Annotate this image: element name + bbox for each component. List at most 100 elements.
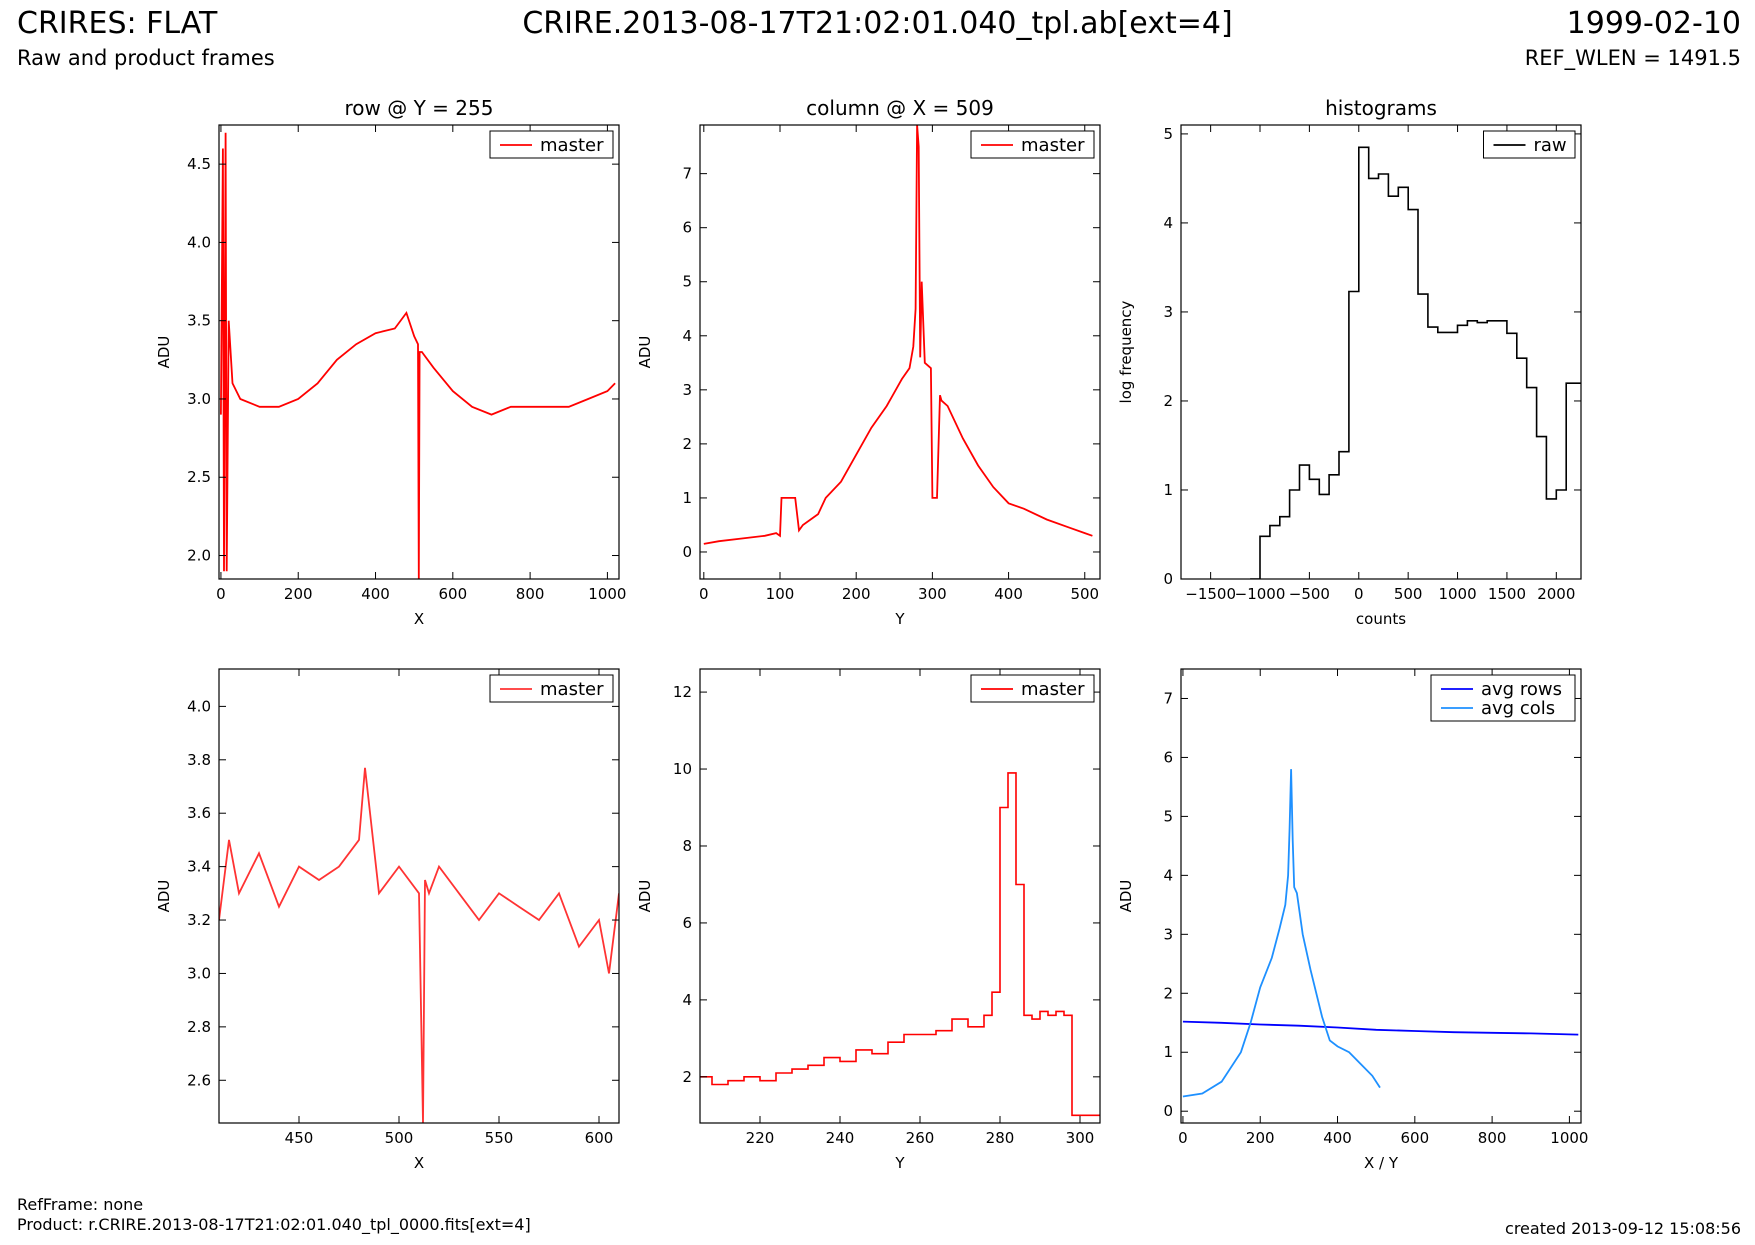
- series-averages-1: [1182, 769, 1381, 1098]
- xtick-label-histograms-2: −500: [1289, 585, 1330, 603]
- legend-row-zoom: [489, 674, 614, 703]
- xtick-label-row-3: 600: [438, 585, 467, 603]
- series-column-0: [703, 125, 1093, 545]
- xtick-label-column-3: 300: [918, 585, 947, 603]
- ytick-label-averages-5: 5: [1163, 807, 1173, 825]
- panel-histograms: −1500−1000 −500 0 500 1000 1500 2000 0 1 2 3 4 5 hist…: [1117, 96, 1582, 628]
- frame-row: [218, 124, 620, 580]
- ytick-label-column-1: 1: [682, 489, 692, 507]
- ytick-label-row-zoom-0: 2.6: [187, 1071, 211, 1089]
- ytick-label-row-1: 2.5: [187, 468, 211, 486]
- ytick-label-row-zoom-6: 3.8: [187, 751, 211, 769]
- ytick-label-averages-3: 3: [1163, 925, 1173, 943]
- ytick-label-histograms-3: 3: [1163, 303, 1173, 321]
- xtick-label-column-2: 200: [842, 585, 871, 603]
- series-row-zoom-0: [219, 767, 619, 1123]
- frame-row-zoom: [218, 668, 620, 1124]
- ytick-label-row-zoom-1: 2.8: [187, 1018, 211, 1036]
- report-title: CRIRES: FLAT: [17, 6, 218, 41]
- xtick-label-averages-1: 200: [1246, 1129, 1275, 1147]
- xtick-label-row-zoom-1: 500: [385, 1129, 414, 1147]
- ytick-label-histograms-1: 1: [1163, 481, 1173, 499]
- xtick-label-histograms-6: 1500: [1488, 585, 1526, 603]
- xtick-label-histograms-5: 1000: [1438, 585, 1476, 603]
- legend-label-column-zoom-0: master: [1021, 679, 1085, 700]
- xtick-label-column-1: 100: [766, 585, 795, 603]
- panel-column-zoom: 220 240 260 280 300 2 4 6 8 10 12 Y ADU master: [636, 668, 1101, 1172]
- xtick-label-column-zoom-1: 240: [826, 1129, 855, 1147]
- xtick-label-histograms-3: 0: [1354, 585, 1364, 603]
- ytick-label-averages-6: 6: [1163, 748, 1173, 766]
- ytick-label-row-zoom-5: 3.6: [187, 804, 211, 822]
- panel-column: 0 100 200 300 400 500 0 1 2 3 4 5 6 7 column @ X = 509…: [636, 96, 1101, 628]
- xtick-label-row-0: 0: [216, 585, 226, 603]
- ylabel-row-zoom: ADU: [155, 880, 173, 913]
- xtick-label-row-5: 1000: [588, 585, 626, 603]
- ytick-label-averages-1: 1: [1163, 1043, 1173, 1061]
- title-row: row @ Y = 255: [345, 96, 494, 120]
- ytick-label-histograms-2: 2: [1163, 392, 1173, 410]
- ytick-label-column-zoom-3: 8: [682, 837, 692, 855]
- ytick-label-column-5: 5: [682, 273, 692, 291]
- xtick-label-averages-3: 600: [1400, 1129, 1429, 1147]
- series-column-zoom-0: [700, 772, 1100, 1117]
- ytick-label-averages-4: 4: [1163, 866, 1173, 884]
- ytick-label-row-zoom-3: 3.2: [187, 911, 211, 929]
- xtick-label-histograms-1: −1000: [1235, 585, 1286, 603]
- xlabel-row: X: [414, 610, 424, 628]
- ylabel-row: ADU: [155, 336, 173, 369]
- legend-label-averages-1: avg cols: [1481, 698, 1555, 719]
- xlabel-averages: X / Y: [1364, 1154, 1399, 1172]
- ytick-label-row-zoom-7: 4.0: [187, 697, 211, 715]
- xtick-label-row-zoom-2: 550: [485, 1129, 514, 1147]
- ytick-label-column-2: 2: [682, 435, 692, 453]
- xtick-label-averages-4: 800: [1478, 1129, 1507, 1147]
- created-label: created 2013-09-12 15:08:56: [1505, 1219, 1741, 1238]
- ytick-label-row-0: 2.0: [187, 547, 211, 565]
- ytick-label-averages-0: 0: [1163, 1102, 1173, 1120]
- ytick-label-column-zoom-2: 6: [682, 914, 692, 932]
- title-histograms: histograms: [1325, 96, 1437, 120]
- ytick-label-histograms-4: 4: [1163, 214, 1173, 232]
- xtick-label-column-zoom-3: 280: [986, 1129, 1015, 1147]
- xlabel-column: Y: [894, 610, 905, 628]
- xtick-label-row-1: 200: [284, 585, 313, 603]
- obs-date: 1999-02-10: [1566, 6, 1741, 41]
- xtick-label-column-4: 400: [994, 585, 1023, 603]
- ytick-label-averages-2: 2: [1163, 984, 1173, 1002]
- xtick-label-averages-5: 1000: [1550, 1129, 1588, 1147]
- frame-column: [699, 124, 1101, 580]
- ytick-label-row-zoom-4: 3.4: [187, 858, 211, 876]
- report-subtitle: Raw and product frames: [17, 46, 275, 70]
- frame-column-zoom: [699, 668, 1101, 1124]
- frame-histograms: [1180, 124, 1582, 580]
- xlabel-column-zoom: Y: [894, 1154, 905, 1172]
- xtick-label-averages-0: 0: [1178, 1129, 1188, 1147]
- ytick-label-row-5: 4.5: [187, 155, 211, 173]
- series-histograms-0: [1250, 146, 1581, 579]
- ytick-label-row-2: 3.0: [187, 390, 211, 408]
- ytick-label-row-4: 4.0: [187, 233, 211, 251]
- ylabel-histograms: log frequency: [1117, 300, 1135, 403]
- ytick-label-column-zoom-4: 10: [673, 760, 692, 778]
- ref-wlen: REF_WLEN = 1491.5: [1524, 46, 1741, 70]
- ytick-label-column-4: 4: [682, 327, 692, 345]
- ylabel-column: ADU: [636, 336, 654, 369]
- xtick-label-histograms-4: 500: [1394, 585, 1423, 603]
- ylabel-averages: ADU: [1117, 880, 1135, 913]
- legend-label-histograms-0: raw: [1534, 135, 1567, 156]
- ytick-label-histograms-0: 0: [1163, 570, 1173, 588]
- panel-row-zoom: 450 500 550 600 2.6 2.8 3.0 3.2 3.4 3.6 3.8 4.0 X ADU…: [155, 668, 620, 1172]
- refframe-label: RefFrame: none: [17, 1195, 144, 1214]
- ylabel-column-zoom: ADU: [636, 880, 654, 913]
- xtick-label-row-zoom-0: 450: [285, 1129, 314, 1147]
- xtick-label-histograms-0: −1500: [1185, 585, 1236, 603]
- ytick-label-column-zoom-5: 12: [673, 683, 692, 701]
- legend-label-column-0: master: [1021, 135, 1085, 156]
- xlabel-row-zoom: X: [414, 1154, 424, 1172]
- panel-row: 0 200 400 600 800 1000 2.0 2.5 3.0 3.5 4.0 4.5 row @…: [155, 96, 626, 628]
- file-name: CRIRE.2013-08-17T21:02:01.040_tpl.ab[ext…: [522, 6, 1233, 41]
- xtick-label-column-zoom-2: 260: [906, 1129, 935, 1147]
- legend-averages: [1430, 674, 1576, 722]
